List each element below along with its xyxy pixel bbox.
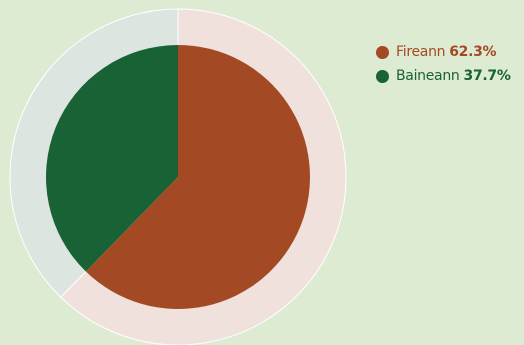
- pie-slice-baineann[interactable]: [46, 44, 178, 272]
- legend-item-fireann[interactable]: Fireann 62.3%: [376, 42, 511, 62]
- legend-value-fireann: 62.3%: [449, 44, 497, 60]
- legend-label-baineann: Baineann: [396, 68, 460, 84]
- pie-chart: [9, 8, 347, 345]
- legend-value-baineann: 37.7%: [463, 68, 511, 84]
- legend-swatch-fireann: [376, 45, 389, 59]
- legend: Fireann 62.3% Baineann 37.7%: [376, 42, 511, 90]
- slice-layer: [46, 44, 311, 309]
- legend-label-fireann: Fireann: [396, 44, 446, 60]
- legend-item-baineann[interactable]: Baineann 37.7%: [376, 66, 511, 86]
- pie-slice-fireann[interactable]: [85, 45, 311, 309]
- legend-swatch-baineann: [376, 69, 389, 83]
